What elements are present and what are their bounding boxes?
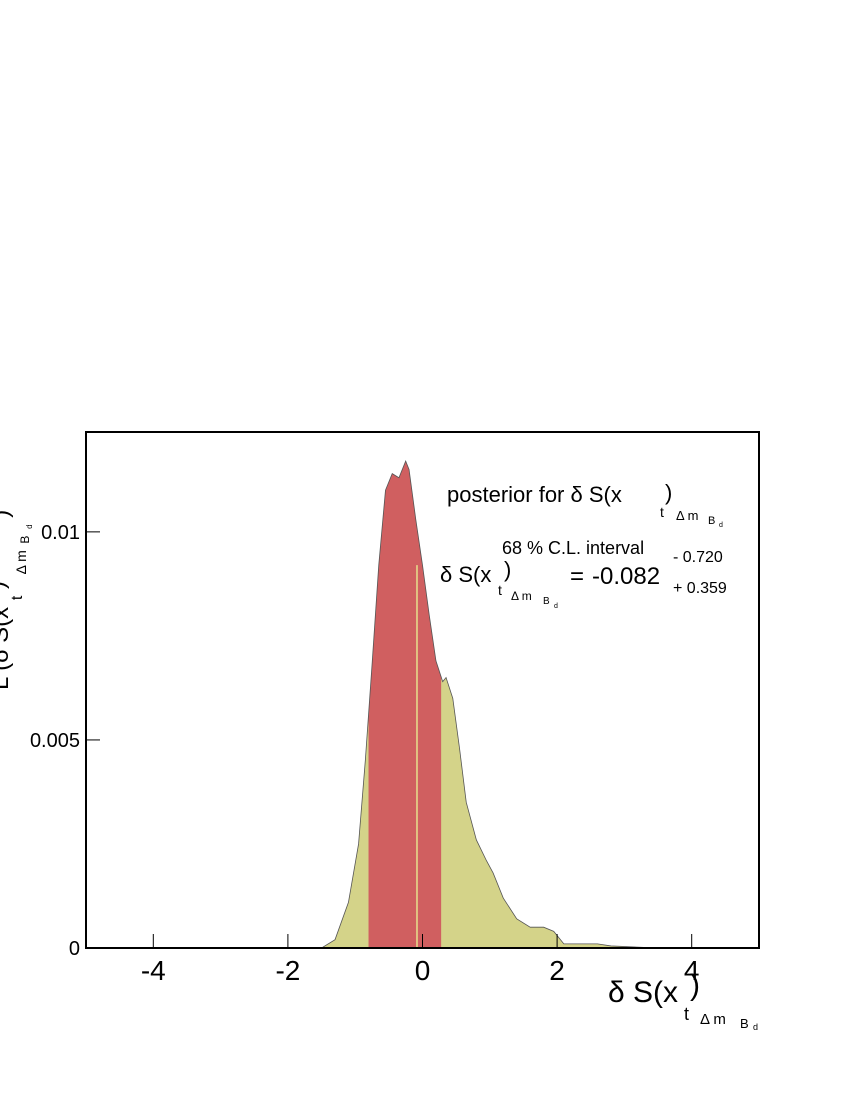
x-tick-label: 4 (684, 955, 700, 986)
x-label-part: d (753, 1022, 758, 1032)
result-part: B (543, 596, 550, 607)
y-label-part: L (δ S(x (0, 607, 14, 690)
x-label-part: δ S(x (608, 976, 678, 1009)
y-label-part: d (25, 524, 34, 528)
result-part: = (570, 563, 584, 590)
y-label-part: Δ m (13, 550, 29, 574)
annotation-part: B (708, 515, 715, 527)
plus-error: + 0.359 (673, 580, 727, 597)
y-tick-label: 0.005 (30, 730, 80, 752)
result: δ S(x t ) Δ m B d = (440, 557, 584, 613)
x-label-part: Δ m (700, 1011, 726, 1028)
x-label-part: ) (690, 969, 700, 1002)
annotation-part: Δ m (676, 508, 698, 523)
y-label-part: ) (0, 510, 14, 518)
x-label-part: B (740, 1016, 749, 1031)
x-tick-label: -4 (141, 955, 166, 986)
annotation-part: d (719, 522, 723, 529)
y-tick-label: 0 (69, 938, 80, 960)
annotation-part: ) (665, 480, 672, 505)
annotation-part: posterior for δ S(x (447, 482, 622, 507)
interval-title: 68 % C.L. interval (502, 538, 644, 558)
annotation: posterior for δ S(x t ) Δ m B d (447, 480, 723, 529)
posterior-line (86, 460, 759, 949)
y-label-part: t (9, 595, 26, 600)
result-part: Δ m (511, 589, 532, 603)
x-axis-label: δ S(x t ) Δ m B d (608, 969, 758, 1035)
y-axis-label: L (δ S(x t ) Δ m B d ) (0, 510, 38, 690)
x-tick-label: 2 (549, 955, 565, 986)
interval-area (368, 461, 442, 948)
x-tick-label: -2 (275, 955, 300, 986)
annotation-part: t (660, 504, 664, 520)
y-tick-label: 0.01 (41, 522, 80, 544)
result-part: t (498, 582, 502, 598)
x-tick-label: 0 (415, 955, 431, 986)
y-label-part: B (18, 536, 32, 544)
minus-error: - 0.720 (673, 549, 723, 566)
x-label-part: t (684, 1004, 689, 1024)
result-part: δ S(x (440, 562, 491, 587)
result-part: ) (504, 557, 511, 582)
y-label-part: ) (0, 581, 10, 589)
result-part: d (554, 603, 558, 610)
central-value: -0.082 (592, 563, 660, 590)
axes: -4 -2 0 2 4 0 0.005 0.01 (30, 522, 700, 986)
plot-area (86, 460, 759, 949)
